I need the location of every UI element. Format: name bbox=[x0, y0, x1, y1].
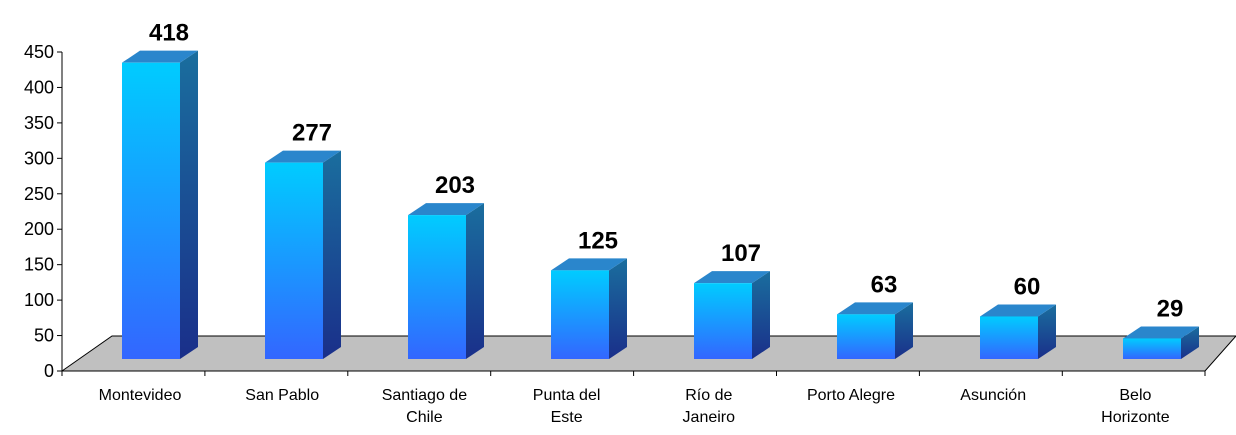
bar bbox=[408, 215, 466, 359]
y-tick-label: 150 bbox=[24, 255, 54, 275]
bar bbox=[980, 316, 1038, 359]
y-tick-label: 350 bbox=[24, 113, 54, 133]
bar-side bbox=[1181, 326, 1199, 359]
bar bbox=[551, 270, 609, 359]
x-tick-label: San Pablo bbox=[245, 387, 320, 404]
bar bbox=[694, 283, 752, 359]
bar-side bbox=[895, 302, 913, 359]
bar-side bbox=[323, 150, 341, 359]
bar-top bbox=[551, 258, 627, 271]
y-tick-label: 50 bbox=[34, 326, 54, 346]
x-tick-label: Montevideo bbox=[98, 387, 182, 404]
y-tick-label: 250 bbox=[24, 184, 54, 204]
bar-side bbox=[752, 271, 770, 359]
bar-top bbox=[122, 50, 198, 63]
y-tick-label: 0 bbox=[44, 361, 54, 381]
value-label: 203 bbox=[435, 172, 475, 199]
bar-top bbox=[1123, 326, 1199, 339]
y-tick-label: 400 bbox=[24, 77, 54, 97]
bar bbox=[1123, 338, 1181, 359]
x-tick-label: Porto Alegre bbox=[806, 387, 896, 404]
bar-side bbox=[180, 50, 198, 359]
bar-top bbox=[980, 304, 1056, 317]
x-tick-label: Punta del Este bbox=[532, 387, 601, 426]
bar bbox=[122, 62, 180, 359]
bar-top bbox=[408, 203, 484, 216]
y-tick-label: 200 bbox=[24, 219, 54, 239]
value-label: 277 bbox=[292, 120, 332, 147]
bar-side bbox=[609, 258, 627, 359]
x-tick-label: Río de Janeiro bbox=[682, 387, 736, 426]
x-tick-label: Santiago de Chile bbox=[381, 387, 468, 426]
value-label: 125 bbox=[578, 227, 618, 254]
bar-top bbox=[265, 150, 341, 163]
x-tick-label: Asunción bbox=[960, 387, 1027, 404]
bar bbox=[837, 314, 895, 359]
value-label: 60 bbox=[1014, 273, 1041, 300]
y-tick-label: 100 bbox=[24, 290, 54, 310]
bar-side bbox=[1038, 304, 1056, 359]
value-label: 107 bbox=[721, 240, 761, 267]
y-tick-label: 450 bbox=[24, 42, 54, 62]
value-label: 418 bbox=[149, 20, 189, 47]
floor bbox=[60, 335, 1236, 372]
y-tick-label: 300 bbox=[24, 148, 54, 168]
x-tick-label: Belo Horizonte bbox=[1101, 387, 1170, 426]
bar-top bbox=[694, 271, 770, 284]
value-label: 29 bbox=[1157, 295, 1184, 322]
bar bbox=[265, 162, 323, 359]
bar-top bbox=[837, 302, 913, 315]
bar-side bbox=[466, 203, 484, 359]
value-label: 63 bbox=[871, 271, 898, 298]
